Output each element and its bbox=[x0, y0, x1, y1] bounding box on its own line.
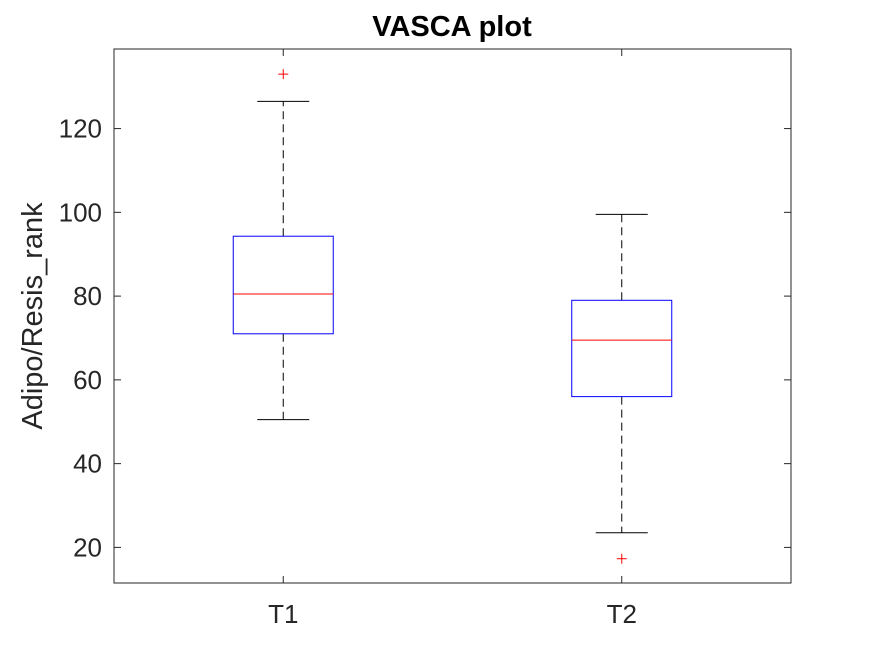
box-T2 bbox=[571, 213, 673, 564]
x-tick-label: T1 bbox=[268, 599, 298, 629]
x-tick-label: T2 bbox=[607, 599, 637, 629]
y-tick-label: 60 bbox=[73, 365, 102, 395]
y-tick-label: 20 bbox=[73, 532, 102, 562]
interquartile-box bbox=[232, 235, 334, 335]
chart-title: VASCA plot bbox=[372, 11, 532, 43]
y-tick-label: 40 bbox=[73, 449, 102, 479]
plot-area-frame bbox=[113, 48, 792, 584]
y-tick-label: 80 bbox=[73, 281, 102, 311]
outlier-marker bbox=[616, 553, 627, 564]
box-T1 bbox=[232, 69, 334, 421]
box-series bbox=[232, 69, 673, 564]
y-axis: 20 40 60 80 100 120 bbox=[59, 114, 791, 562]
outlier-marker bbox=[278, 69, 289, 80]
x-axis: T1 T2 bbox=[268, 49, 637, 629]
y-axis-label: Adipo/Resis_rank bbox=[17, 202, 49, 430]
interquartile-box bbox=[571, 299, 673, 398]
y-tick-label: 120 bbox=[59, 114, 102, 144]
y-tick-label: 100 bbox=[59, 197, 102, 227]
